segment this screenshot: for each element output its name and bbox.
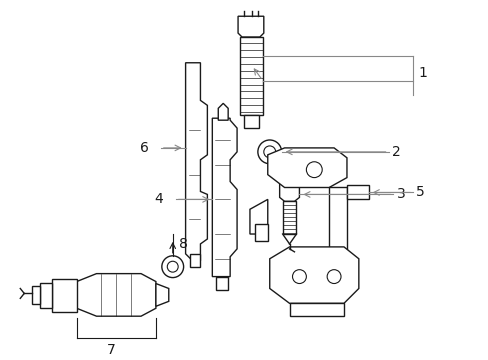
Polygon shape <box>289 303 343 316</box>
Polygon shape <box>238 16 263 37</box>
Text: 6: 6 <box>140 141 149 155</box>
Polygon shape <box>346 185 368 199</box>
Circle shape <box>326 270 340 284</box>
Polygon shape <box>282 201 296 234</box>
Polygon shape <box>77 274 156 316</box>
Polygon shape <box>281 170 297 183</box>
Text: 1: 1 <box>417 66 426 80</box>
Polygon shape <box>249 199 267 234</box>
Polygon shape <box>328 188 346 259</box>
Polygon shape <box>218 103 228 120</box>
Polygon shape <box>32 287 40 304</box>
Circle shape <box>257 140 281 164</box>
Polygon shape <box>189 254 200 267</box>
Text: 8: 8 <box>178 237 187 251</box>
Polygon shape <box>156 284 168 306</box>
Polygon shape <box>254 224 267 241</box>
Text: 2: 2 <box>391 145 400 159</box>
Polygon shape <box>212 118 237 276</box>
Polygon shape <box>52 279 77 312</box>
Circle shape <box>162 256 183 278</box>
Text: 4: 4 <box>154 192 163 206</box>
Polygon shape <box>185 63 207 261</box>
Polygon shape <box>269 247 358 303</box>
Polygon shape <box>216 276 228 291</box>
Text: 7: 7 <box>107 343 116 357</box>
Circle shape <box>167 261 178 272</box>
Polygon shape <box>267 148 346 188</box>
Circle shape <box>306 162 322 177</box>
Polygon shape <box>240 37 262 115</box>
Text: 3: 3 <box>396 188 405 202</box>
Text: 5: 5 <box>415 185 424 199</box>
Polygon shape <box>244 115 258 128</box>
Circle shape <box>263 146 275 158</box>
Circle shape <box>292 270 306 284</box>
Polygon shape <box>40 283 52 308</box>
Polygon shape <box>279 180 299 201</box>
